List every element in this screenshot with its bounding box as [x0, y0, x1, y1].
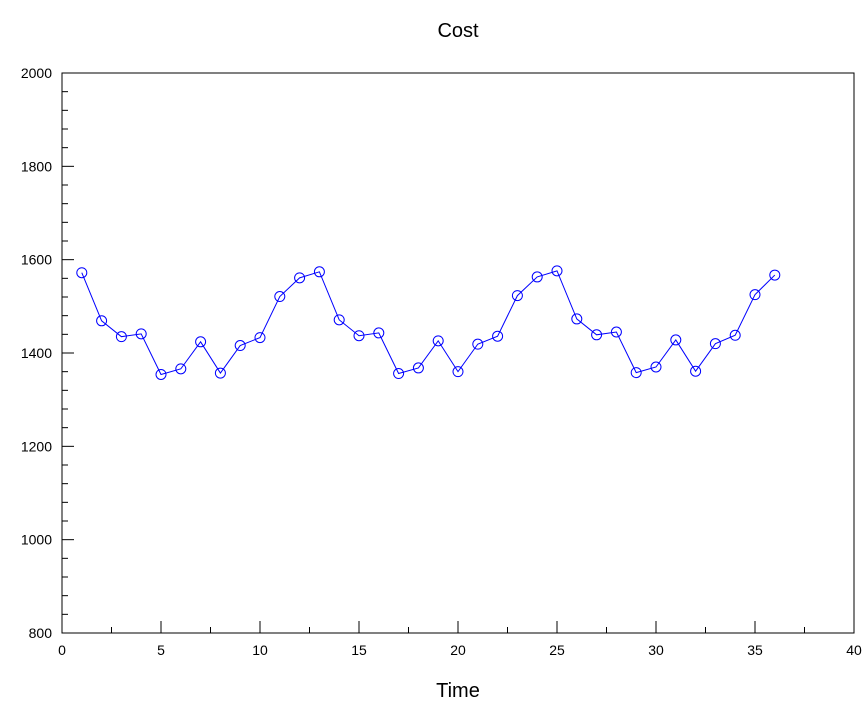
- data-point: [274, 291, 286, 303]
- data-point: [353, 330, 365, 342]
- data-point: [670, 334, 682, 346]
- data-point: [333, 314, 345, 326]
- y-tick-label: 1600: [21, 252, 52, 268]
- data-point: [769, 269, 781, 281]
- data-point: [472, 338, 484, 350]
- x-tick-label: 35: [747, 642, 763, 658]
- data-point: [195, 336, 207, 348]
- y-tick-label: 2000: [21, 65, 52, 81]
- plot-area-frame: [61, 72, 855, 634]
- y-tick-label: 1800: [21, 158, 52, 174]
- series-layer: [76, 265, 781, 380]
- data-point: [294, 272, 306, 284]
- x-tick-label: 15: [351, 642, 367, 658]
- data-point: [729, 329, 741, 341]
- x-axis: 0 5 10 15 20 25 30 35 40: [58, 621, 862, 658]
- data-point: [709, 338, 721, 350]
- data-point: [749, 289, 761, 301]
- y-tick-label: 800: [29, 625, 53, 641]
- data-point: [610, 326, 622, 338]
- data-point: [175, 363, 187, 375]
- data-point: [313, 266, 325, 278]
- x-tick-label: 20: [450, 642, 466, 658]
- chart-title: Cost: [437, 20, 479, 42]
- y-tick-label: 1400: [21, 345, 52, 361]
- x-tick-label: 30: [648, 642, 664, 658]
- data-point: [155, 368, 167, 380]
- data-point: [650, 361, 662, 373]
- data-point: [492, 330, 504, 342]
- data-point: [432, 335, 444, 347]
- data-point: [551, 265, 563, 277]
- x-tick-label: 10: [252, 642, 268, 658]
- data-point: [591, 329, 603, 341]
- data-point: [511, 290, 523, 302]
- data-point: [76, 267, 88, 279]
- data-point: [214, 367, 226, 379]
- data-point: [690, 365, 702, 377]
- data-point: [96, 315, 108, 327]
- x-axis-label: Time: [436, 680, 480, 701]
- data-point: [571, 313, 583, 325]
- x-tick-label: 40: [846, 642, 862, 658]
- data-point: [531, 271, 543, 283]
- data-point: [135, 328, 147, 340]
- x-tick-label: 5: [157, 642, 165, 658]
- data-point: [115, 331, 127, 343]
- x-tick-label: 25: [549, 642, 565, 658]
- data-point: [234, 340, 246, 352]
- y-tick-label: 1200: [21, 438, 52, 454]
- data-point: [373, 327, 385, 339]
- data-point: [630, 367, 642, 379]
- series-line: [81, 270, 776, 376]
- x-tick-label: 0: [58, 642, 66, 658]
- data-point: [254, 332, 266, 344]
- y-tick-label: 1000: [21, 532, 52, 548]
- data-point: [452, 366, 464, 378]
- y-axis: 800 1000 1200 1400 1600 1800 2000: [21, 65, 74, 641]
- data-point: [412, 362, 424, 374]
- data-point: [393, 368, 405, 380]
